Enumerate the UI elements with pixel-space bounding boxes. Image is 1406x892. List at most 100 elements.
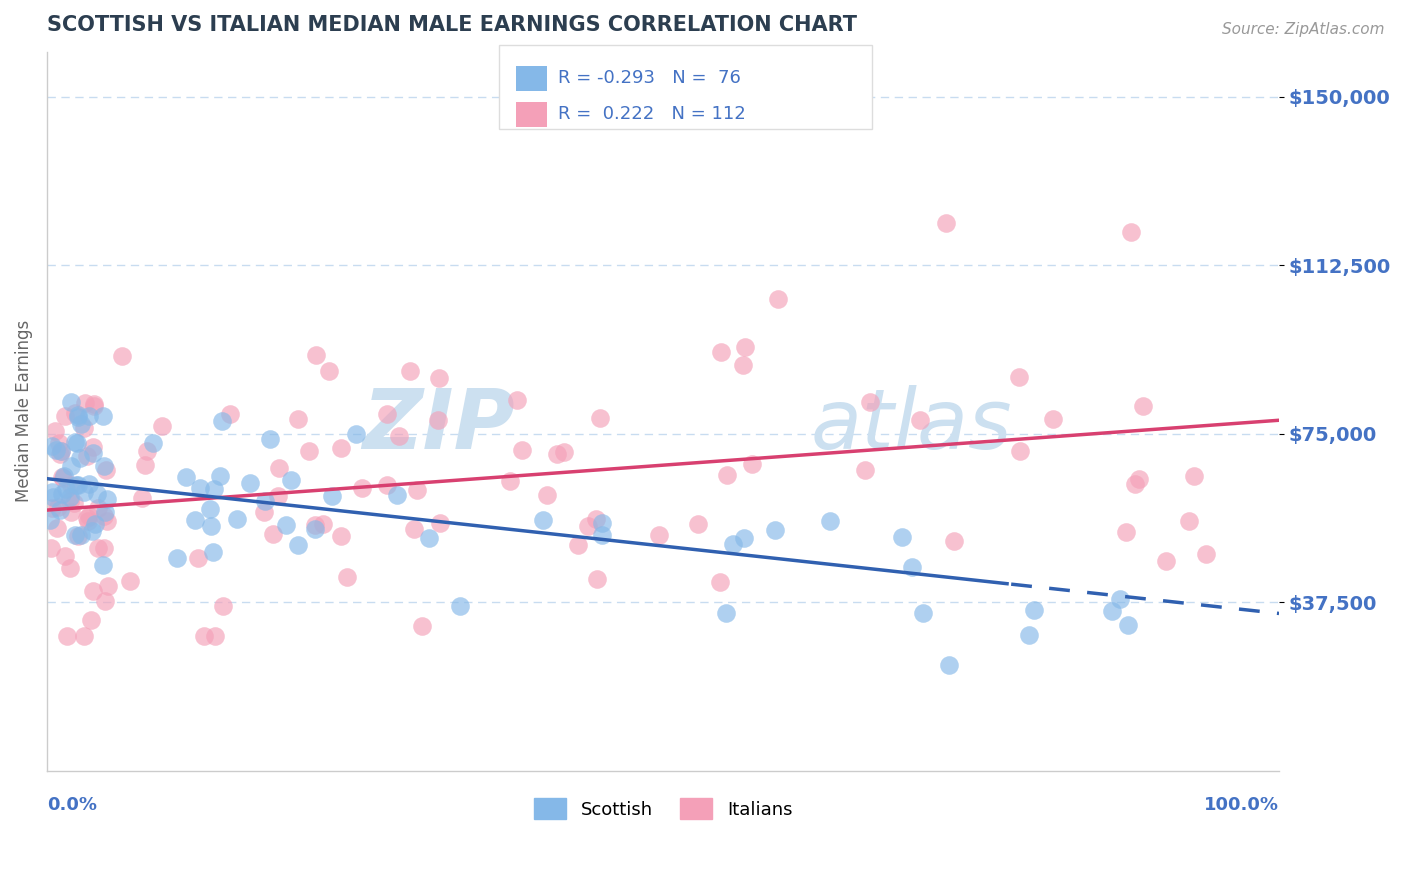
Point xyxy=(82,440,104,454)
Point xyxy=(304,522,326,536)
Point xyxy=(46,500,69,515)
Point xyxy=(76,450,98,464)
Point xyxy=(406,483,429,498)
Point xyxy=(298,444,321,458)
Point xyxy=(890,530,912,544)
Point xyxy=(741,458,763,472)
Text: SCOTTISH VS ITALIAN MEDIAN MALE EARNINGS CORRELATION CHART: SCOTTISH VS ITALIAN MEDIAN MALE EARNINGS… xyxy=(46,15,856,35)
Point xyxy=(193,629,215,643)
Point xyxy=(818,514,841,528)
Point xyxy=(184,514,207,528)
Point xyxy=(94,463,117,477)
Point xyxy=(688,517,710,532)
Point xyxy=(82,446,104,460)
Point xyxy=(76,514,98,528)
Text: R = -0.293   N =  76: R = -0.293 N = 76 xyxy=(558,70,741,87)
Point xyxy=(48,447,70,461)
Point xyxy=(714,606,737,620)
Point xyxy=(938,658,960,673)
Point xyxy=(226,512,249,526)
Point xyxy=(212,599,235,613)
Point xyxy=(710,345,733,359)
Point xyxy=(94,505,117,519)
Point xyxy=(97,579,120,593)
Point xyxy=(269,461,291,475)
Legend: Scottish, Italians: Scottish, Italians xyxy=(526,791,800,826)
Point xyxy=(70,417,93,431)
Point xyxy=(1125,476,1147,491)
Point xyxy=(329,529,352,543)
Point xyxy=(44,424,66,438)
Point xyxy=(709,575,731,590)
Point xyxy=(51,470,73,484)
Point xyxy=(91,558,114,572)
Point xyxy=(387,488,409,502)
Point xyxy=(375,477,398,491)
Point xyxy=(1042,411,1064,425)
Point xyxy=(38,513,60,527)
Point xyxy=(53,409,76,424)
Text: R =  0.222   N = 112: R = 0.222 N = 112 xyxy=(558,105,747,123)
Point xyxy=(93,509,115,524)
Point xyxy=(418,531,440,545)
Point xyxy=(648,528,671,542)
Point xyxy=(77,508,100,523)
Point xyxy=(901,560,924,574)
Point xyxy=(73,629,96,643)
Point xyxy=(312,517,335,532)
Point xyxy=(1116,617,1139,632)
Point xyxy=(399,364,422,378)
Point xyxy=(287,538,309,552)
Point xyxy=(209,468,232,483)
Point xyxy=(134,458,156,472)
Point xyxy=(150,419,173,434)
Point xyxy=(96,491,118,506)
Point xyxy=(187,550,209,565)
Point xyxy=(62,496,84,510)
Point xyxy=(589,411,612,425)
Point xyxy=(591,516,613,530)
Point xyxy=(136,444,159,458)
Point xyxy=(531,513,554,527)
Text: 100.0%: 100.0% xyxy=(1204,797,1279,814)
Point xyxy=(48,436,70,450)
Point xyxy=(553,444,575,458)
Point xyxy=(1024,603,1046,617)
Point xyxy=(305,348,328,362)
Point xyxy=(202,482,225,496)
Point xyxy=(66,436,89,450)
Text: atlas: atlas xyxy=(811,385,1012,467)
Point xyxy=(763,523,786,537)
Point xyxy=(59,505,82,519)
Point xyxy=(330,442,353,456)
Point xyxy=(239,476,262,491)
Point xyxy=(67,410,90,425)
Point xyxy=(83,396,105,410)
Point xyxy=(253,505,276,519)
Point xyxy=(96,514,118,528)
Point xyxy=(1195,547,1218,561)
Point xyxy=(69,528,91,542)
Text: ZIP: ZIP xyxy=(363,385,515,467)
Point xyxy=(721,537,744,551)
Point xyxy=(274,518,297,533)
Point xyxy=(318,364,340,378)
Point xyxy=(82,583,104,598)
Point xyxy=(211,414,233,428)
Point xyxy=(429,516,451,531)
Point xyxy=(716,467,738,482)
Point xyxy=(66,477,89,491)
Point xyxy=(201,545,224,559)
Point xyxy=(77,409,100,423)
Point xyxy=(734,339,756,353)
Point xyxy=(53,468,76,483)
Point xyxy=(41,501,63,516)
Point xyxy=(1101,604,1123,618)
Point xyxy=(39,541,62,555)
Point xyxy=(585,512,607,526)
Point xyxy=(262,527,284,541)
Point xyxy=(87,541,110,556)
Point xyxy=(80,524,103,538)
Point xyxy=(55,483,77,497)
Point xyxy=(336,570,359,584)
